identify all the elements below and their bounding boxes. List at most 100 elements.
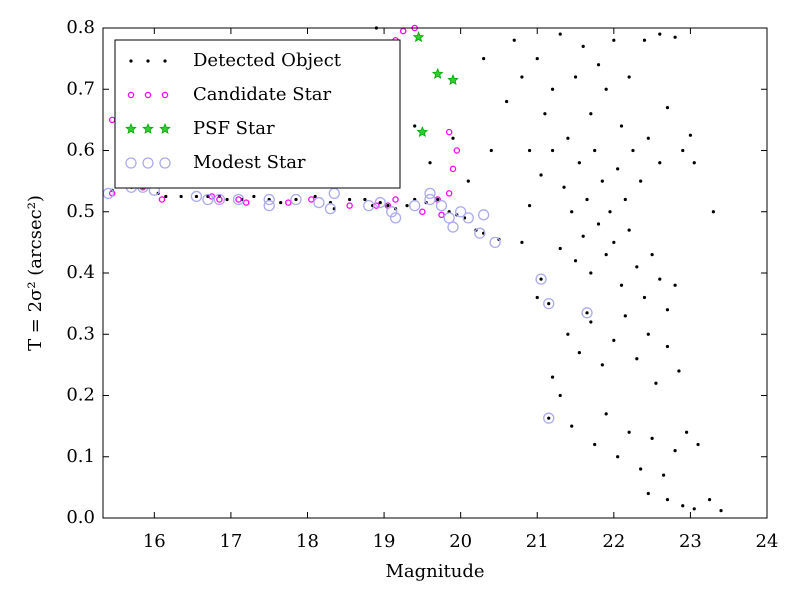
detected-point <box>673 283 677 287</box>
detected-point <box>631 148 635 153</box>
detected-point <box>581 234 585 238</box>
modest-point <box>581 307 593 319</box>
legend-marker <box>129 59 133 63</box>
detected-point <box>436 197 440 202</box>
detected-point <box>573 259 578 263</box>
legend-marker <box>161 91 169 99</box>
detected-point <box>619 283 624 287</box>
detected-point <box>363 197 367 202</box>
detected-point <box>577 351 581 355</box>
detected-point <box>466 179 470 183</box>
detected-point <box>570 210 574 214</box>
detected-point <box>639 179 643 183</box>
candidate-point <box>399 27 407 35</box>
detected-point <box>527 204 532 208</box>
modest-point <box>263 193 275 206</box>
detected-point <box>600 179 604 183</box>
detected-point <box>596 222 601 226</box>
detected-point <box>646 136 650 140</box>
candidate-point <box>242 199 250 206</box>
modest-point <box>435 199 448 212</box>
detected-point <box>593 442 597 447</box>
detected-point <box>252 194 256 199</box>
detected-point <box>550 87 555 91</box>
detected-point <box>719 509 723 513</box>
detected-point <box>573 75 578 79</box>
modest-point <box>389 212 402 224</box>
detected-point <box>642 38 647 42</box>
detected-point <box>635 357 639 361</box>
detected-point <box>612 338 616 342</box>
detected-point <box>623 314 627 318</box>
y-tick-label: 0.8 <box>66 17 95 38</box>
detected-point <box>520 75 524 79</box>
detected-point <box>520 240 524 244</box>
detected-point <box>294 197 298 202</box>
detected-point <box>673 449 677 453</box>
x-tick-label: 22 <box>602 531 625 552</box>
detected-point <box>585 311 589 315</box>
psf-point <box>431 67 444 79</box>
modest-point <box>543 412 555 424</box>
detected-point <box>658 161 662 165</box>
candidate-point <box>453 147 461 154</box>
detected-point <box>378 200 382 205</box>
detected-point <box>627 75 631 79</box>
detected-point <box>692 161 696 165</box>
detected-point <box>512 38 516 42</box>
detected-point <box>688 133 693 137</box>
detected-point <box>646 491 650 496</box>
detected-point <box>562 185 566 189</box>
modest-point <box>290 193 302 206</box>
modest-point <box>535 273 547 285</box>
modest-point <box>102 187 115 200</box>
detected-point <box>589 320 593 324</box>
legend-marker <box>125 157 137 169</box>
detected-point <box>665 498 670 502</box>
psf-point <box>447 74 459 85</box>
legend-marker <box>144 91 152 99</box>
modest-point <box>190 190 203 203</box>
candidate-point <box>208 193 216 200</box>
modest-point <box>363 199 375 212</box>
detected-point <box>581 44 585 48</box>
y-tick-label: 0.4 <box>66 262 95 283</box>
detected-point <box>535 57 539 61</box>
x-tick-label: 18 <box>296 531 319 552</box>
x-axis-label: Magnitude <box>385 561 484 582</box>
detected-point <box>692 507 696 511</box>
detected-point <box>589 271 593 275</box>
detected-point <box>413 124 417 128</box>
detected-point <box>696 442 700 447</box>
detected-point <box>684 430 689 434</box>
y-tick-label: 0.1 <box>66 446 95 467</box>
x-tick-label: 17 <box>219 531 242 552</box>
detected-point <box>179 194 183 199</box>
legend-marker <box>142 122 154 134</box>
modest-point <box>489 236 501 249</box>
modest-point <box>374 196 386 209</box>
legend-box <box>114 39 401 189</box>
legend-marker <box>163 59 167 63</box>
detected-point <box>539 173 543 177</box>
modest-point <box>477 209 490 221</box>
detected-point <box>550 148 555 153</box>
detected-point <box>627 430 631 434</box>
y-tick-label: 0.5 <box>66 201 95 222</box>
candidate-point <box>216 196 223 203</box>
detected-point <box>650 436 654 440</box>
x-tick-label: 19 <box>373 531 396 552</box>
legend-marker <box>159 122 171 134</box>
candidate-point <box>235 196 242 203</box>
modest-point <box>455 206 467 218</box>
legend-label: Candidate Star <box>193 84 332 105</box>
detected-point <box>662 473 666 477</box>
modest-point <box>409 199 421 212</box>
detected-point <box>482 57 486 61</box>
modest-point <box>462 212 474 224</box>
candidate-point <box>392 196 399 203</box>
detected-point <box>527 148 532 153</box>
x-tick-label: 16 <box>143 531 166 552</box>
candidate-point <box>108 116 116 124</box>
x-tick-label: 23 <box>679 531 702 552</box>
